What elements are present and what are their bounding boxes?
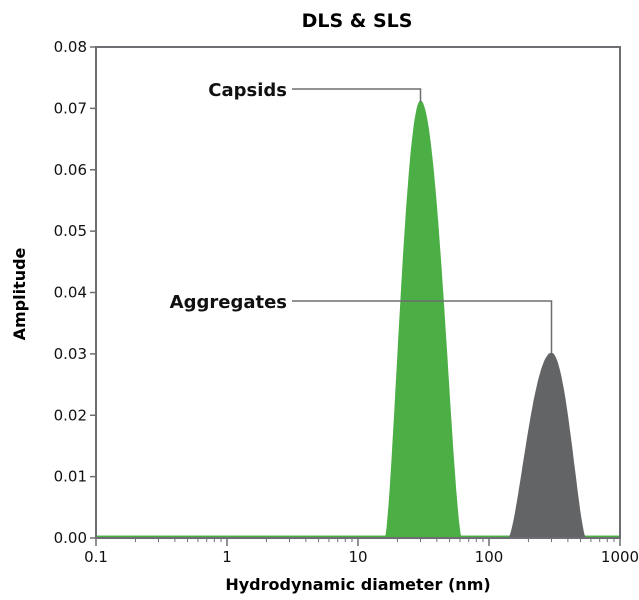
capsids-callout-line (292, 88, 422, 103)
x-tick-label: 0.1 (84, 548, 108, 566)
x-tick-label: 1 (222, 548, 232, 566)
y-tick-label: 0.06 (54, 161, 87, 179)
y-tick-label: 0.08 (54, 38, 87, 56)
y-tick-label: 0.03 (54, 345, 87, 363)
y-tick-label: 0.01 (54, 468, 87, 486)
x-tick-label: 10 (348, 548, 367, 566)
y-tick-label: 0.05 (54, 222, 87, 240)
aggregates-callout-line (292, 300, 553, 354)
x-tick-label: 1000 (601, 548, 639, 566)
aggregates-callout-label: Aggregates (170, 292, 287, 313)
x-tick-label: 100 (475, 548, 504, 566)
y-tick-label: 0.00 (54, 529, 87, 547)
y-tick-label: 0.04 (54, 284, 87, 302)
series-capsids-baseline (96, 535, 620, 538)
series-aggregates-area (508, 352, 586, 538)
y-tick-label: 0.02 (54, 406, 87, 424)
y-axis-label: Amplitude (10, 247, 29, 340)
capsids-callout-label: Capsids (208, 80, 287, 101)
chart-title: DLS & SLS (302, 10, 413, 32)
x-axis-label: Hydrodynamic diameter (nm) (225, 575, 490, 594)
series-capsids-area (384, 100, 462, 539)
y-tick-label: 0.07 (54, 99, 87, 117)
